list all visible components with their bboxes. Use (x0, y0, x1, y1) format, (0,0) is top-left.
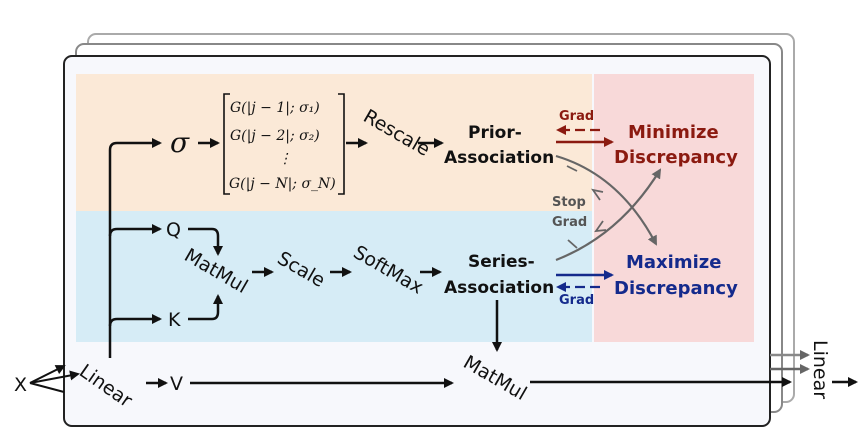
stop-grad-arrow-2 (594, 220, 607, 233)
trunk-to-q (108, 224, 162, 237)
sigma-label: σ (170, 126, 190, 159)
stop-grad-tick-2 (567, 239, 578, 249)
k-label: K (168, 309, 181, 331)
left-bracket (223, 93, 230, 195)
series-association-line1: Series- (468, 252, 535, 272)
stop-grad-line1: Stop (552, 195, 586, 210)
discrepancy-panel (594, 74, 754, 342)
maximize-line2: Discrepancy (614, 278, 738, 299)
trunk-to-sigma (108, 138, 162, 151)
series-association-line2: Association (444, 278, 554, 298)
gaussian-dots: ⋮ (278, 151, 292, 167)
input-x-label: X (14, 374, 27, 396)
q-label: Q (166, 219, 181, 241)
gaussian-2: G(|j − 2|; σ₂) (230, 128, 320, 144)
series-to-minimize-curve (555, 168, 662, 262)
x-arrow-2 (29, 370, 80, 384)
right-bracket (338, 93, 345, 195)
minimize-line1: Minimize (628, 122, 719, 143)
linear-out-label: Linear (809, 340, 831, 399)
stop-grad-line2: Grad (552, 215, 587, 230)
prior-to-maximize-curve (555, 154, 657, 246)
grad-top-label: Grad (559, 109, 594, 124)
k-to-matmul (188, 294, 223, 321)
x-arrow-3 (29, 382, 65, 393)
grad-bottom-label: Grad (559, 293, 594, 308)
trunk-to-k (108, 314, 162, 327)
minimize-line2: Discrepancy (614, 147, 738, 168)
maximize-line1: Maximize (626, 252, 721, 273)
v-label: V (170, 373, 183, 395)
stop-grad-tick-1 (566, 165, 578, 172)
prior-panel (76, 74, 592, 211)
x-arrow-1 (29, 365, 66, 384)
gaussian-n: G(|j − N|; σ_N) (229, 176, 336, 192)
gaussian-1: G(|j − 1|; σ₁) (230, 100, 320, 116)
q-to-matmul (188, 227, 223, 256)
stop-grad-arrow-1 (590, 188, 604, 201)
prior-association-line1: Prior- (468, 123, 522, 143)
prior-association-line2: Association (444, 148, 554, 168)
series-panel (76, 211, 592, 342)
